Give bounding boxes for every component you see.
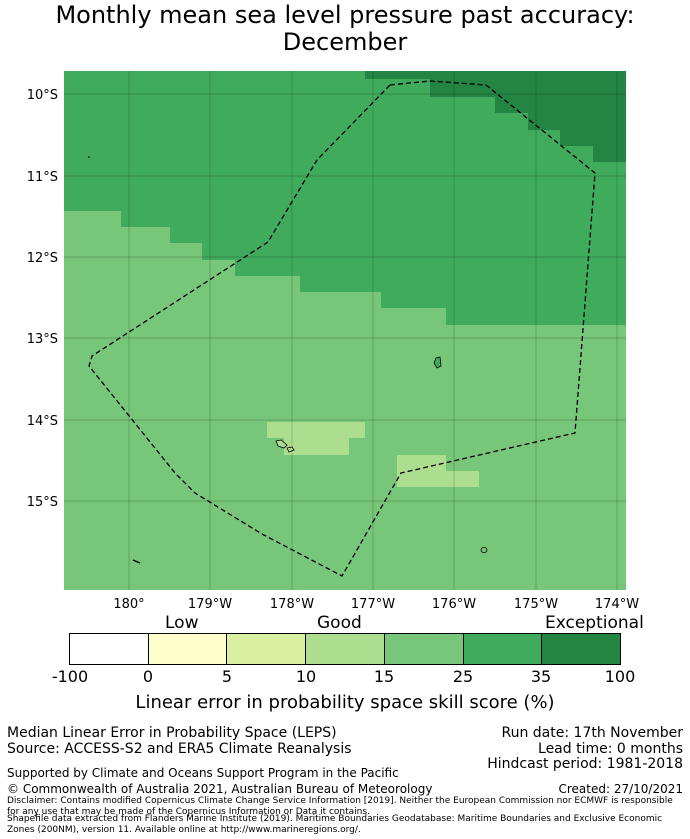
- colorbar-swatch-6: [542, 634, 621, 664]
- map-gridlines: [64, 71, 626, 590]
- colorbar-tick: 5: [221, 667, 233, 686]
- colorbar-swatch-1: [148, 634, 228, 664]
- lat-tick-label: 11°S: [27, 170, 58, 185]
- colorbar-tick: 0: [142, 667, 154, 686]
- lon-axis: 180° 179°W 178°W 177°W 176°W 175°W 174°W: [113, 597, 639, 612]
- colorbar-tick: 35: [530, 667, 552, 686]
- colorbar-swatch-2: [227, 634, 307, 664]
- colorbar-tick: 10: [295, 667, 317, 686]
- copyright-text: © Commonwealth of Australia 2021, Austra…: [7, 782, 433, 796]
- lat-tick-label: 10°S: [27, 88, 58, 103]
- disclaimer-text: Disclaimer: Contains modified Copernicus…: [7, 796, 673, 817]
- shapefile-text: Shapefile data extracted from Flanders M…: [7, 814, 663, 835]
- lon-tick-label: 176°W: [432, 597, 476, 612]
- lon-tick-label: 175°W: [514, 597, 558, 612]
- lat-tick-label: 12°S: [27, 251, 58, 266]
- colorbar-tick: 15: [373, 667, 395, 686]
- colorbar-swatch-0: [70, 634, 149, 664]
- lon-tick-label: 174°W: [595, 597, 639, 612]
- skill-region-exceptional: [365, 71, 626, 162]
- island-icon: [286, 446, 295, 453]
- colorbar-tick: 25: [452, 667, 474, 686]
- island-icon: [433, 356, 442, 369]
- eez-dashed-boundary-icon: [88, 80, 596, 577]
- lat-axis: 10°S 11°S 12°S 13°S 14°S 15°S: [27, 88, 58, 510]
- created-text: Created: 27/10/2021: [558, 782, 683, 796]
- lon-tick-label: 179°W: [188, 597, 232, 612]
- source-text: Source: ACCESS-S2 and ERA5 Climate Reana…: [7, 741, 352, 757]
- run-date-text: Run date: 17th November: [501, 725, 684, 741]
- colorbar-swatch-3: [306, 634, 385, 664]
- colorbar: [69, 633, 621, 665]
- colorbar-swatch-5: [463, 634, 543, 664]
- lon-tick-label: 178°W: [270, 597, 314, 612]
- colorbar-tick: -100: [51, 667, 89, 686]
- colorbar-category-good: Good: [317, 613, 362, 633]
- lead-time-text: Lead time: 0 months: [538, 741, 683, 757]
- map-title: Monthly mean sea level pressure past acc…: [0, 2, 690, 56]
- colorbar-category-exceptional: Exceptional: [545, 613, 644, 633]
- lat-tick-label: 14°S: [27, 414, 58, 429]
- colorbar-swatch-4: [384, 634, 464, 664]
- hindcast-text: Hindcast period: 1981-2018: [487, 756, 683, 772]
- island-icon: [88, 156, 90, 158]
- colorbar-title: Linear error in probability space skill …: [135, 692, 555, 713]
- lat-tick-label: 15°S: [27, 495, 58, 510]
- island-icon: [275, 439, 288, 449]
- map-title-line1: Monthly mean sea level pressure past acc…: [55, 1, 635, 29]
- skill-map: 10°S 11°S 12°S 13°S 14°S 15°S 180° 179°W…: [27, 71, 639, 612]
- supported-text: Supported by Climate and Oceans Support …: [7, 766, 399, 780]
- lat-tick-label: 13°S: [27, 332, 58, 347]
- island-icon: [480, 547, 488, 553]
- colorbar-tick: 100: [604, 667, 636, 686]
- skill-region-very-good: [64, 71, 626, 325]
- method-text: Median Linear Error in Probability Space…: [7, 725, 337, 741]
- lon-tick-label: 177°W: [351, 597, 395, 612]
- lon-tick-label: 180°: [113, 597, 144, 612]
- skill-region-moderate-2: [397, 455, 479, 487]
- map-title-line2: December: [282, 28, 408, 56]
- island-icon: [132, 559, 141, 564]
- colorbar-category-low: Low: [165, 613, 199, 633]
